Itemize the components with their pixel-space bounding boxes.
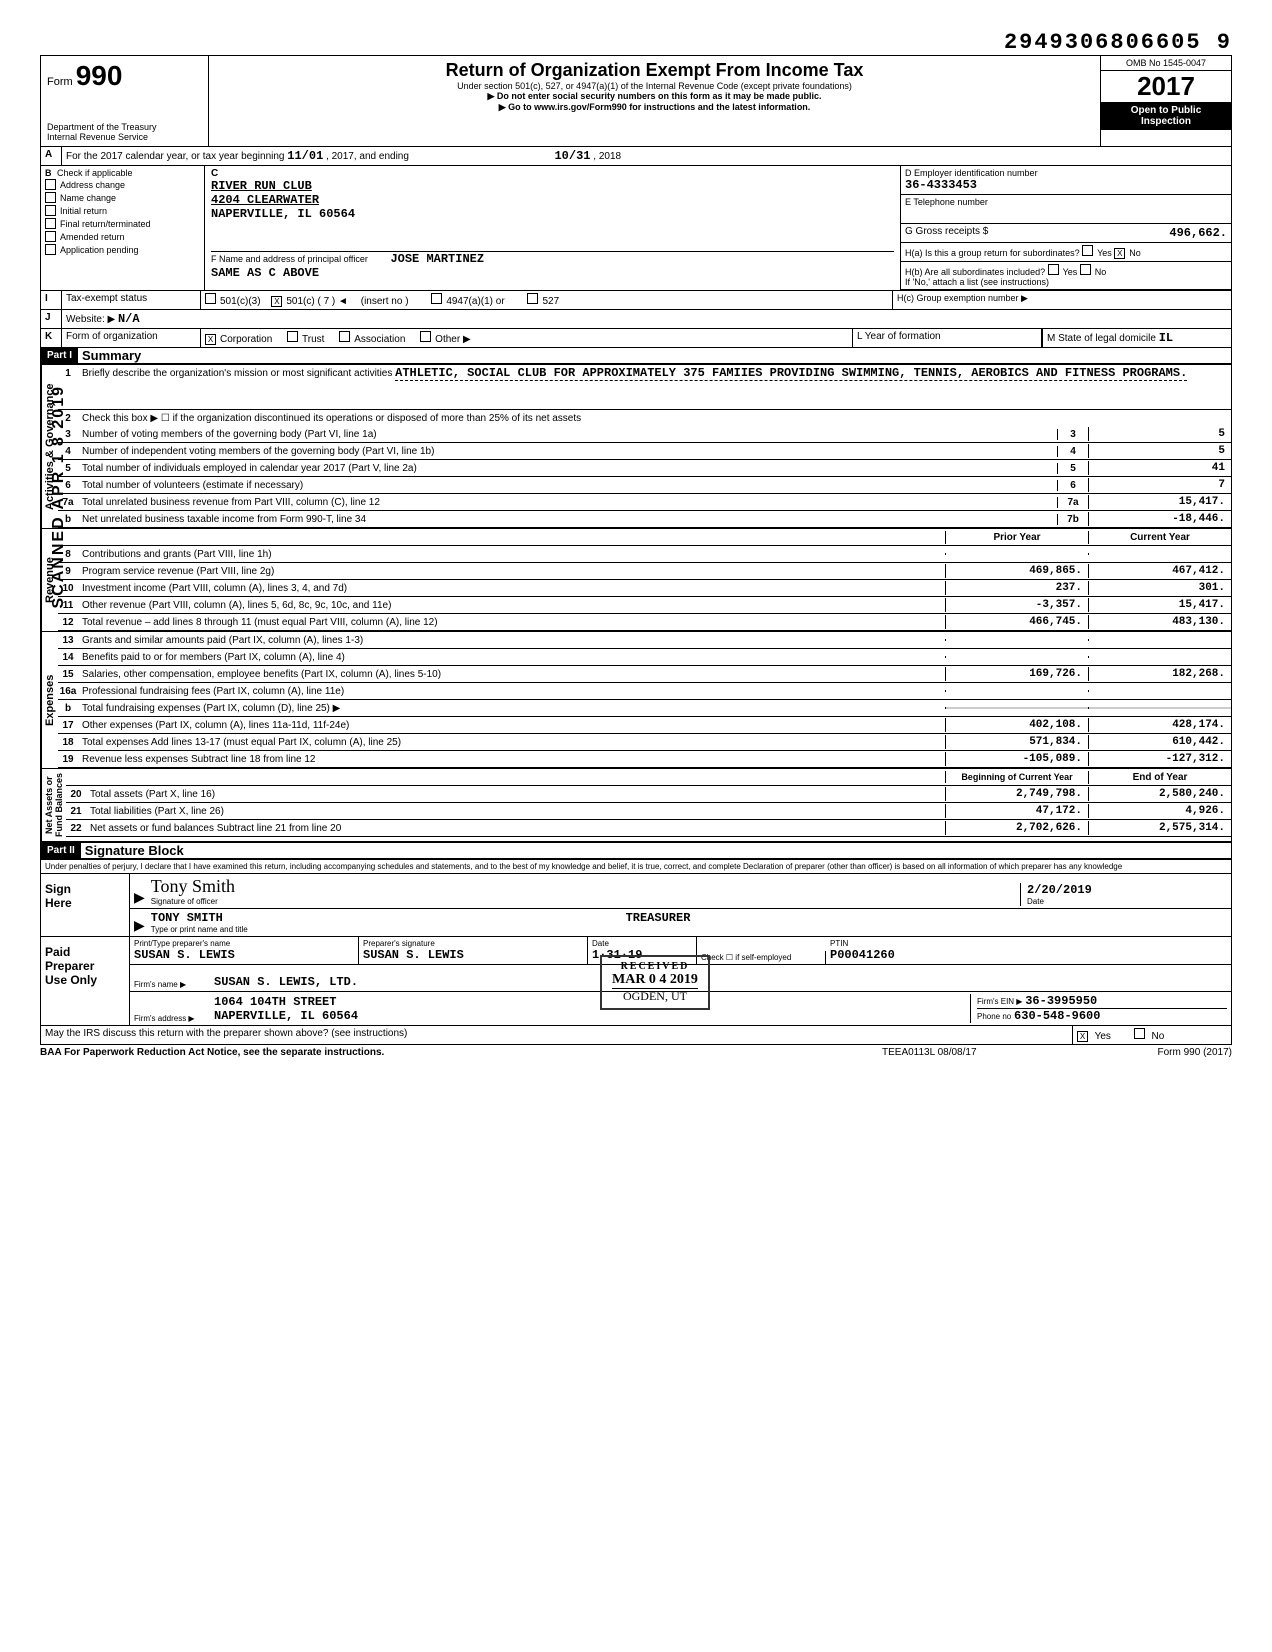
firm-name: SUSAN S. LEWIS, LTD.	[214, 975, 1227, 989]
firm-phone: 630-548-9600	[1014, 1009, 1100, 1023]
form-header: Form 990 Department of the Treasury Inte…	[40, 55, 1232, 147]
website-value: N/A	[118, 312, 140, 326]
open-public: Open to Public Inspection	[1101, 102, 1231, 130]
vlabel-governance: Activities & Governance	[41, 365, 58, 528]
footer: BAA For Paperwork Reduction Act Notice, …	[40, 1045, 1232, 1060]
officer-name: JOSE MARTINEZ	[390, 252, 484, 266]
received-stamp: RECEIVED MAR 0 4 2019 OGDEN, UT	[600, 955, 710, 1010]
state-value: IL	[1159, 331, 1173, 345]
vlabel-revenue: Revenue	[41, 529, 58, 631]
box-e: E Telephone number	[901, 195, 1231, 224]
box-g: G Gross receipts $ 496,662.	[901, 224, 1231, 243]
col-end: End of Year	[1088, 771, 1231, 784]
chk-name-change[interactable]: Name change	[45, 191, 200, 204]
box-c: C RIVER RUN CLUB 4204 CLEARWATER NAPERVI…	[205, 166, 900, 290]
netassets-section: Net Assets or Fund Balances Beginning of…	[40, 769, 1232, 842]
part1-bar: Part I	[41, 348, 78, 363]
summary-row: 12Total revenue – add lines 8 through 11…	[58, 614, 1231, 631]
box-hc: H(c) Group exemption number ▶	[892, 291, 1231, 309]
mission-text: ATHLETIC, SOCIAL CLUB FOR APPROXIMATELY …	[395, 366, 1187, 381]
perjury-text: Under penalties of perjury, I declare th…	[40, 860, 1232, 874]
officer-title: TREASURER	[626, 911, 691, 925]
chk-initial-return[interactable]: Initial return	[45, 204, 200, 217]
firm-addr1: 1064 104TH STREET	[214, 995, 970, 1009]
part2-bar: Part II	[41, 843, 81, 858]
col-prior-year: Prior Year	[945, 531, 1088, 544]
part1-title: Summary	[78, 348, 141, 363]
gross-receipts: 496,662.	[1169, 226, 1227, 240]
chk-final-return[interactable]: Final return/terminated	[45, 217, 200, 230]
summary-row: 3Number of voting members of the governi…	[58, 426, 1231, 443]
chk-address-change[interactable]: Address change	[45, 178, 200, 191]
ein-value: 36-4333453	[905, 178, 1227, 192]
tax-year: 2017	[1101, 71, 1231, 102]
summary-row: 16aProfessional fundraising fees (Part I…	[58, 683, 1231, 700]
summary-row: 21Total liabilities (Part X, line 26)47,…	[66, 803, 1231, 820]
omb-number: OMB No 1545-0047	[1101, 56, 1231, 71]
firm-addr2: NAPERVILLE, IL 60564	[214, 1009, 970, 1023]
org-name: RIVER RUN CLUB	[211, 179, 894, 193]
line-i: I Tax-exempt status 501(c)(3) X501(c) ( …	[40, 291, 1232, 310]
sign-date: 2/20/2019	[1027, 883, 1227, 897]
part2-title: Signature Block	[81, 843, 184, 858]
org-addr1: 4204 CLEARWATER	[211, 193, 894, 207]
summary-row: 15Salaries, other compensation, employee…	[58, 666, 1231, 683]
ptin-value: P00041260	[830, 948, 1227, 962]
top-doc-number: 2949306806605 9	[40, 30, 1232, 55]
summary-row: 7aTotal unrelated business revenue from …	[58, 494, 1231, 511]
summary-row: 18Total expenses Add lines 13-17 (must e…	[58, 734, 1231, 751]
firm-ein: 36-3995950	[1025, 994, 1097, 1008]
summary-row: 8Contributions and grants (Part VIII, li…	[58, 546, 1231, 563]
line-j: J Website: ▶ N/A	[40, 310, 1232, 329]
chk-amended-return[interactable]: Amended return	[45, 230, 200, 243]
summary-row: 22Net assets or fund balances Subtract l…	[66, 820, 1231, 837]
summary-row: 17Other expenses (Part IX, column (A), l…	[58, 717, 1231, 734]
line-k: K Form of organization XCorporation Trus…	[40, 329, 1232, 348]
summary-row: 9Program service revenue (Part VIII, lin…	[58, 563, 1231, 580]
org-addr2: NAPERVILLE, IL 60564	[211, 207, 894, 221]
summary-row: bTotal fundraising expenses (Part IX, co…	[58, 700, 1231, 717]
discuss-row: May the IRS discuss this return with the…	[40, 1026, 1232, 1045]
dept-treasury: Department of the Treasury Internal Reve…	[47, 122, 202, 142]
preparer-signature: SUSAN S. LEWIS	[363, 948, 583, 962]
summary-row: 19Revenue less expenses Subtract line 18…	[58, 751, 1231, 768]
summary-row: 14Benefits paid to or for members (Part …	[58, 649, 1231, 666]
sign-here-block: Sign Here ▶ Tony Smith Signature of offi…	[40, 874, 1232, 937]
vlabel-expenses: Expenses	[41, 632, 58, 768]
form-number: Form 990	[47, 60, 202, 92]
vlabel-netassets: Net Assets or Fund Balances	[41, 769, 66, 841]
form-subtitle-1: Under section 501(c), 527, or 4947(a)(1)…	[215, 81, 1094, 91]
summary-row: bNet unrelated business taxable income f…	[58, 511, 1231, 528]
box-d: D Employer identification number 36-4333…	[901, 166, 1231, 195]
col-beginning: Beginning of Current Year	[945, 771, 1088, 783]
line-a: A For the 2017 calendar year, or tax yea…	[40, 147, 1232, 166]
check-applicable-label: Check if applicable	[57, 168, 133, 178]
summary-row: 10Investment income (Part VIII, column (…	[58, 580, 1231, 597]
preparer-name: SUSAN S. LEWIS	[134, 948, 354, 962]
revenue-section: Revenue Prior Year Current Year 8Contrib…	[40, 529, 1232, 632]
box-ha: H(a) Is this a group return for subordin…	[901, 243, 1231, 262]
summary-row: 11Other revenue (Part VIII, column (A), …	[58, 597, 1231, 614]
governance-section: Activities & Governance 1 Briefly descri…	[40, 365, 1232, 529]
summary-row: 4Number of independent voting members of…	[58, 443, 1231, 460]
summary-row: 20Total assets (Part X, line 16)2,749,79…	[66, 786, 1231, 803]
summary-row: 5Total number of individuals employed in…	[58, 460, 1231, 477]
form-subtitle-2: ▶ Do not enter social security numbers o…	[215, 91, 1094, 102]
summary-row: 6Total number of volunteers (estimate if…	[58, 477, 1231, 494]
chk-application-pending[interactable]: Application pending	[45, 243, 200, 256]
form-subtitle-3: ▶ Go to www.irs.gov/Form990 for instruct…	[215, 102, 1094, 113]
identity-block: BCheck if applicable Address change Name…	[40, 166, 1232, 291]
box-hb: H(b) Are all subordinates included? Yes …	[901, 262, 1231, 290]
officer-addr: SAME AS C ABOVE	[211, 266, 894, 280]
col-current-year: Current Year	[1088, 531, 1231, 544]
summary-row: 13Grants and similar amounts paid (Part …	[58, 632, 1231, 649]
expenses-section: Expenses 13Grants and similar amounts pa…	[40, 632, 1232, 769]
form-title: Return of Organization Exempt From Incom…	[215, 60, 1094, 81]
officer-print-name: TONY SMITH	[151, 911, 223, 925]
